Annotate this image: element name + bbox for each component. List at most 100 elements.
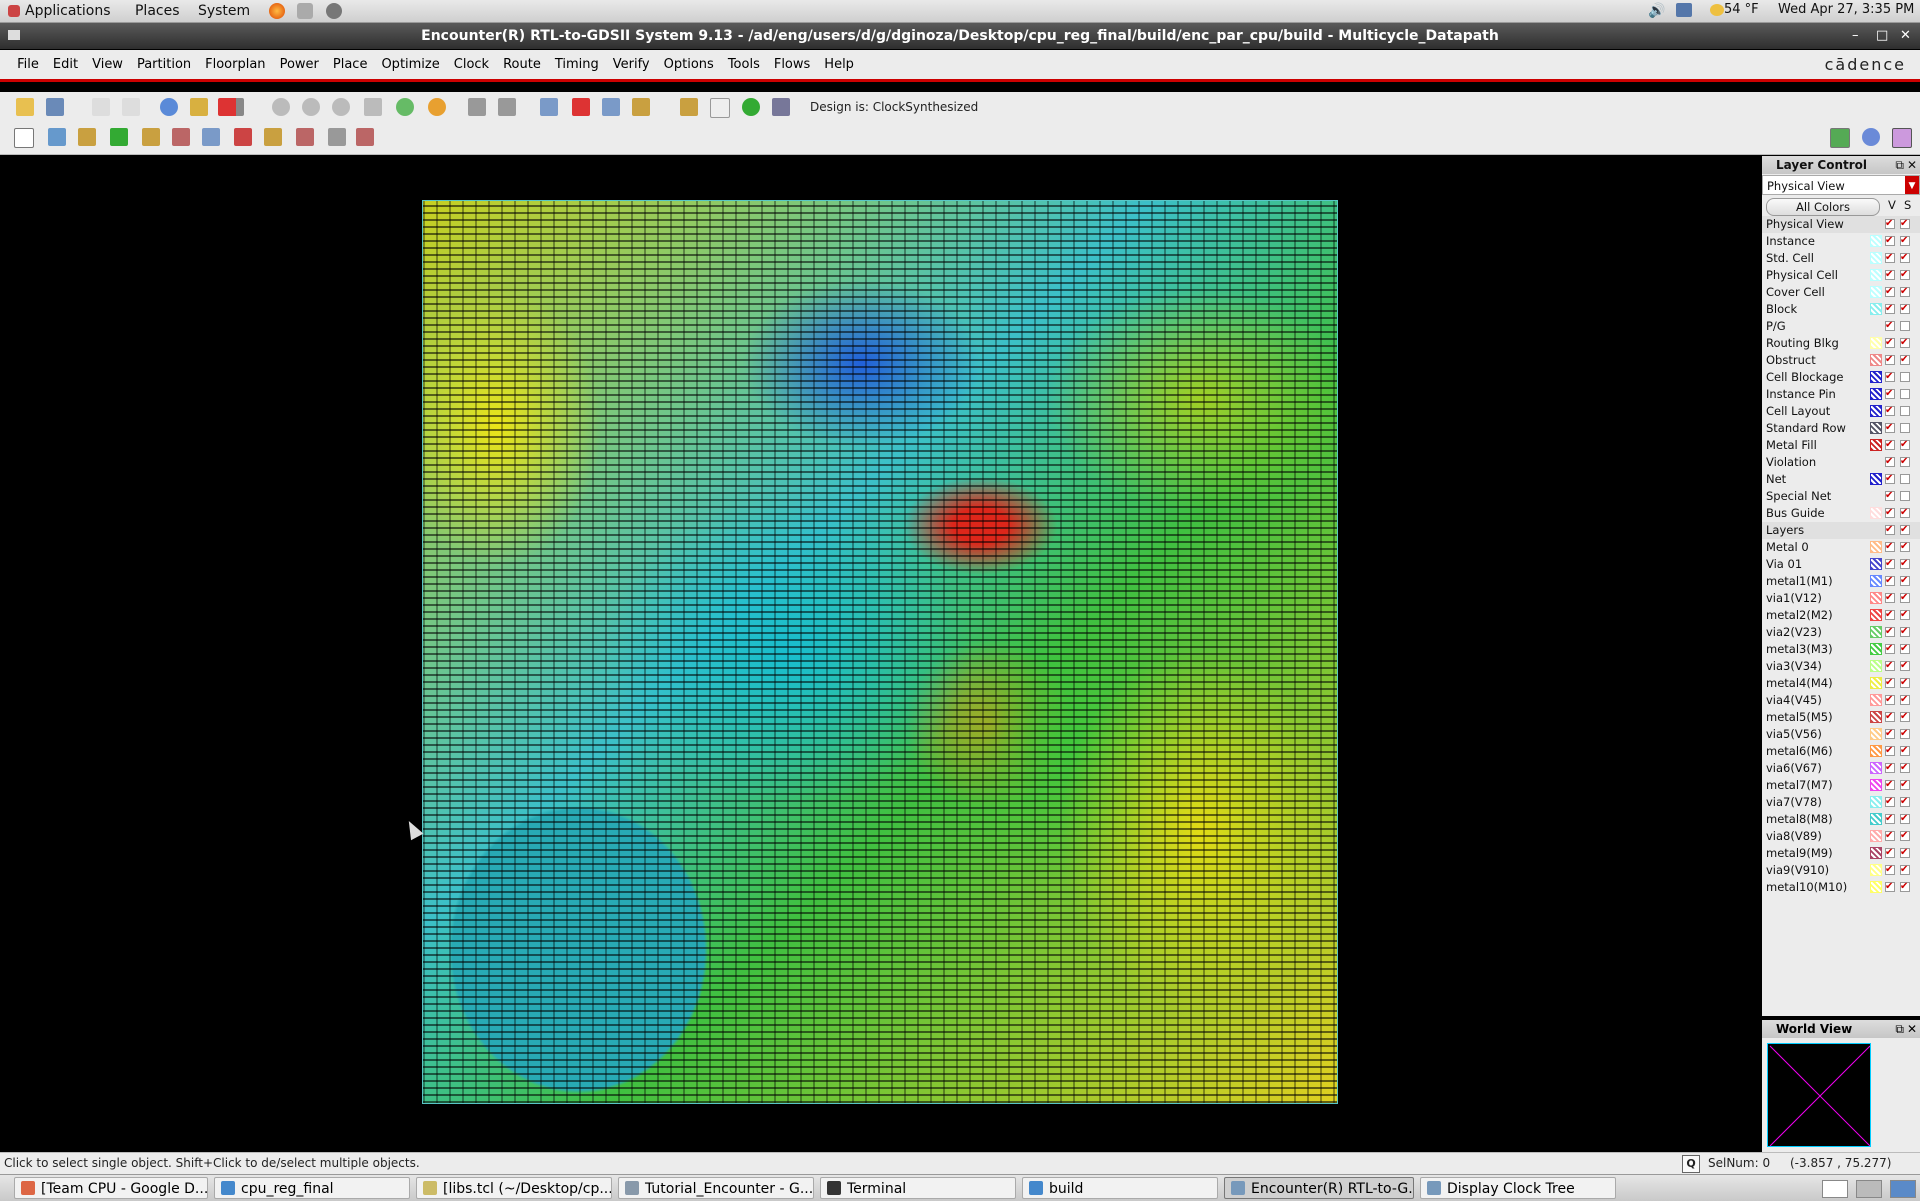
redo-icon[interactable] bbox=[122, 98, 140, 116]
visible-checkbox[interactable] bbox=[1885, 708, 1895, 725]
layer-color-swatch[interactable] bbox=[1870, 371, 1882, 383]
selectable-checkbox[interactable] bbox=[1900, 555, 1910, 572]
mux-icon[interactable] bbox=[772, 98, 790, 116]
layer-row[interactable]: metal6(M6) bbox=[1762, 742, 1920, 760]
visible-checkbox[interactable] bbox=[1885, 878, 1895, 895]
zoom-area-icon[interactable] bbox=[332, 98, 350, 116]
selectable-checkbox[interactable] bbox=[1900, 810, 1910, 827]
visible-checkbox[interactable] bbox=[1885, 572, 1895, 589]
selectable-checkbox[interactable] bbox=[1900, 827, 1910, 844]
all-colors-button[interactable]: All Colors bbox=[1766, 198, 1880, 216]
zoom-out-icon[interactable] bbox=[302, 98, 320, 116]
layer-row[interactable]: Metal Fill bbox=[1762, 436, 1920, 454]
visible-checkbox[interactable] bbox=[1885, 742, 1895, 759]
selectable-checkbox[interactable] bbox=[1900, 640, 1910, 657]
selectable-checkbox[interactable] bbox=[1900, 674, 1910, 691]
world-view-minimap[interactable] bbox=[1767, 1043, 1871, 1147]
layer-row[interactable]: Instance Pin bbox=[1762, 385, 1920, 403]
attribute-edit-icon[interactable] bbox=[190, 98, 208, 116]
layer-color-swatch[interactable] bbox=[1870, 473, 1882, 485]
task-build[interactable]: build bbox=[1022, 1177, 1218, 1199]
visible-checkbox[interactable] bbox=[1885, 385, 1895, 402]
visible-checkbox[interactable] bbox=[1885, 521, 1895, 538]
dropdown-arrow-icon[interactable]: ▼ bbox=[1905, 176, 1919, 194]
layer-color-swatch[interactable] bbox=[1870, 762, 1882, 774]
undo-icon[interactable] bbox=[92, 98, 110, 116]
layer-color-swatch[interactable] bbox=[1870, 575, 1882, 587]
move-icon[interactable] bbox=[48, 128, 66, 146]
selectable-checkbox[interactable] bbox=[1900, 321, 1910, 331]
stretch-icon[interactable] bbox=[172, 128, 190, 146]
mail-icon[interactable] bbox=[297, 3, 314, 19]
layer-color-swatch[interactable] bbox=[1870, 660, 1882, 672]
task-encounter[interactable]: Encounter(R) RTL-to-G... bbox=[1224, 1177, 1414, 1199]
visible-checkbox[interactable] bbox=[1885, 606, 1895, 623]
layer-row[interactable]: Obstruct bbox=[1762, 351, 1920, 369]
visible-checkbox[interactable] bbox=[1885, 555, 1895, 572]
window-titlebar[interactable]: Encounter(R) RTL-to-GDSII System 9.13 - … bbox=[0, 23, 1920, 49]
query-button[interactable]: Q bbox=[1682, 1155, 1700, 1173]
maximize-button[interactable]: □ bbox=[1876, 28, 1889, 43]
selectable-checkbox[interactable] bbox=[1900, 589, 1910, 606]
menu-floorplan[interactable]: Floorplan bbox=[205, 57, 266, 72]
selectable-checkbox[interactable] bbox=[1900, 759, 1910, 776]
menu-place[interactable]: Place bbox=[332, 57, 368, 72]
document-icon[interactable] bbox=[710, 98, 730, 118]
visible-checkbox[interactable] bbox=[1885, 674, 1895, 691]
layer-color-swatch[interactable] bbox=[1870, 286, 1882, 298]
menu-tools[interactable]: Tools bbox=[727, 57, 760, 72]
menu-options[interactable]: Options bbox=[663, 57, 714, 72]
layer-color-swatch[interactable] bbox=[1870, 422, 1882, 434]
visible-checkbox[interactable] bbox=[1885, 470, 1895, 487]
visible-checkbox[interactable] bbox=[1885, 861, 1895, 878]
menu-view[interactable]: View bbox=[92, 57, 123, 72]
layer-color-swatch[interactable] bbox=[1870, 779, 1882, 791]
layer-color-swatch[interactable] bbox=[1870, 881, 1882, 893]
network-icon[interactable] bbox=[1676, 3, 1692, 17]
layer-color-swatch[interactable] bbox=[1870, 235, 1882, 247]
firefox-icon[interactable] bbox=[268, 3, 285, 19]
layer-row[interactable]: Block bbox=[1762, 300, 1920, 318]
layer-color-swatch[interactable] bbox=[1870, 507, 1882, 519]
layer-row[interactable]: via6(V67) bbox=[1762, 759, 1920, 777]
selectable-checkbox[interactable] bbox=[1900, 708, 1910, 725]
layer-row[interactable]: Bus Guide bbox=[1762, 504, 1920, 522]
task-tutorial-encounter[interactable]: Tutorial_Encounter - G... bbox=[618, 1177, 814, 1199]
table-icon[interactable] bbox=[602, 98, 620, 116]
selectable-checkbox[interactable] bbox=[1900, 504, 1910, 521]
chip-layout-density-map[interactable] bbox=[422, 200, 1338, 1104]
color-palette-icon[interactable] bbox=[218, 98, 244, 116]
selectable-checkbox[interactable] bbox=[1900, 249, 1910, 266]
visible-checkbox[interactable] bbox=[1885, 419, 1895, 436]
selectable-checkbox[interactable] bbox=[1900, 538, 1910, 555]
layer-row[interactable]: via1(V12) bbox=[1762, 589, 1920, 607]
clock-label[interactable]: Wed Apr 27, 3:35 PM bbox=[1778, 2, 1915, 17]
world-undock-icon[interactable]: ⧉ bbox=[1895, 1022, 1904, 1036]
menu-partition[interactable]: Partition bbox=[136, 57, 192, 72]
visible-checkbox[interactable] bbox=[1885, 793, 1895, 810]
layer-color-swatch[interactable] bbox=[1870, 354, 1882, 366]
close-button[interactable]: ✕ bbox=[1900, 28, 1911, 43]
ruler-measure-icon[interactable] bbox=[264, 128, 282, 146]
menu-edit[interactable]: Edit bbox=[52, 57, 79, 72]
select-icon[interactable] bbox=[14, 128, 34, 148]
visible-checkbox[interactable] bbox=[1885, 759, 1895, 776]
selectable-checkbox[interactable] bbox=[1900, 776, 1910, 793]
workspace-switcher-1[interactable] bbox=[1822, 1180, 1848, 1198]
layer-color-swatch[interactable] bbox=[1870, 252, 1882, 264]
layer-color-swatch[interactable] bbox=[1870, 269, 1882, 281]
layer-row[interactable]: metal2(M2) bbox=[1762, 606, 1920, 624]
selectable-checkbox[interactable] bbox=[1900, 742, 1910, 759]
layer-row[interactable]: Routing Blkg bbox=[1762, 334, 1920, 352]
layer-row[interactable]: Cell Blockage bbox=[1762, 368, 1920, 386]
visible-checkbox[interactable] bbox=[1885, 351, 1895, 368]
menu-route[interactable]: Route bbox=[503, 57, 541, 72]
resize-icon[interactable] bbox=[202, 128, 220, 146]
layer-color-swatch[interactable] bbox=[1870, 796, 1882, 808]
selectable-checkbox[interactable] bbox=[1900, 283, 1910, 300]
selectable-checkbox[interactable] bbox=[1900, 372, 1910, 382]
layer-row[interactable]: via7(V78) bbox=[1762, 793, 1920, 811]
visible-checkbox[interactable] bbox=[1885, 334, 1895, 351]
selectable-checkbox[interactable] bbox=[1900, 334, 1910, 351]
task-terminal[interactable]: Terminal bbox=[820, 1177, 1016, 1199]
